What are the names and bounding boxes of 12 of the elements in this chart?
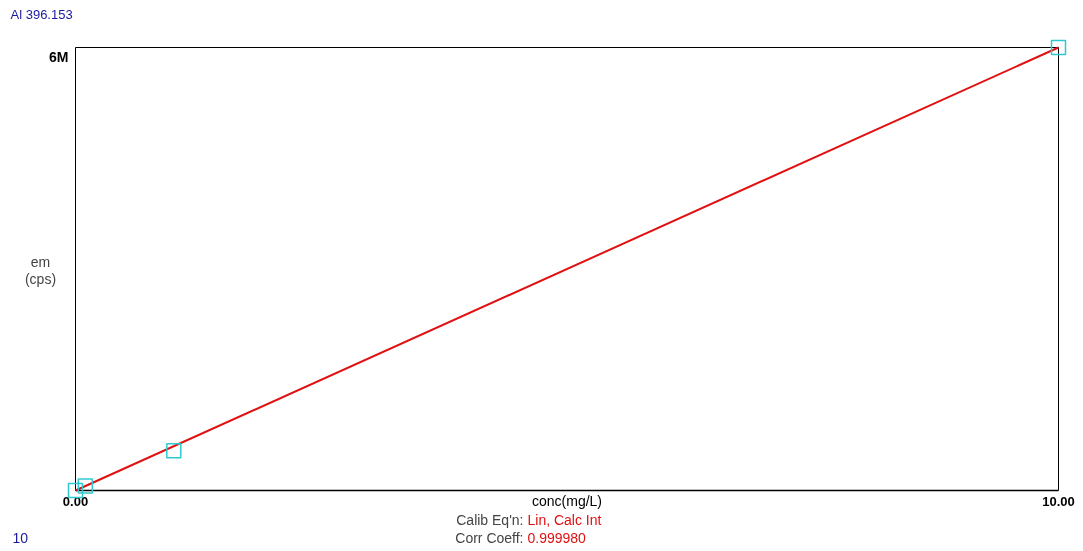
point — [1050, 39, 1067, 56]
x-tick-label: 0.00 — [62, 493, 89, 509]
point — [166, 442, 182, 459]
point — [77, 478, 94, 494]
text: 10 — [12, 529, 29, 546]
x-tick-label: 10.00 — [1042, 493, 1075, 509]
text: Corr Coeff: 0.999980 — [455, 529, 587, 546]
chart-title: Al 396.153 — [10, 7, 73, 22]
x-axis-title: conc(mg/L) — [531, 492, 603, 509]
y-axis-title: em (cps) — [24, 253, 57, 288]
text: Calib Eq'n: Lin, Calc Int — [456, 511, 602, 528]
text: 6M — [49, 48, 69, 65]
